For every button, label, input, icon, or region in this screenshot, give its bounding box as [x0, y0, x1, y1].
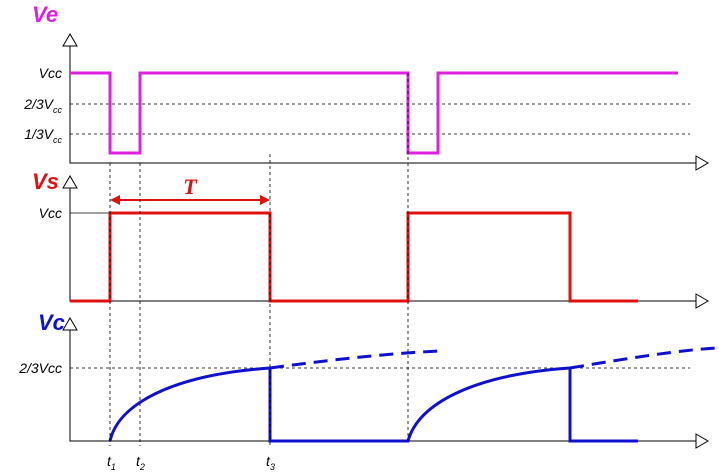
vc-waveform	[108, 366, 638, 443]
period-label: T	[183, 174, 198, 199]
vc-continuation	[269, 346, 718, 370]
time-guide	[109, 73, 409, 446]
arrow	[62, 175, 78, 189]
arrow	[695, 155, 709, 171]
level-label: 1/3Vcc	[24, 126, 62, 145]
axis	[69, 326, 700, 442]
time-label: t2	[136, 453, 145, 472]
time-label: t1	[107, 453, 116, 472]
arrow	[695, 293, 709, 309]
panel-label: Vs	[32, 169, 59, 194]
arrow	[695, 433, 709, 449]
threshold-line	[70, 103, 690, 135]
time-label: t3	[266, 453, 275, 472]
arrow	[62, 317, 78, 331]
level-label: Vcc	[39, 65, 62, 81]
axis	[69, 184, 700, 302]
panel-label: Vc	[38, 310, 65, 335]
level-label: 2/3Vcc	[23, 96, 62, 115]
ve-waveform	[70, 71, 678, 155]
arrow	[62, 33, 78, 47]
panel-label: Ve	[32, 2, 58, 27]
level-label: Vcc	[39, 205, 62, 221]
vs-waveform	[70, 211, 638, 303]
axis	[69, 42, 700, 164]
level-label: 2/3Vcc	[18, 360, 62, 376]
